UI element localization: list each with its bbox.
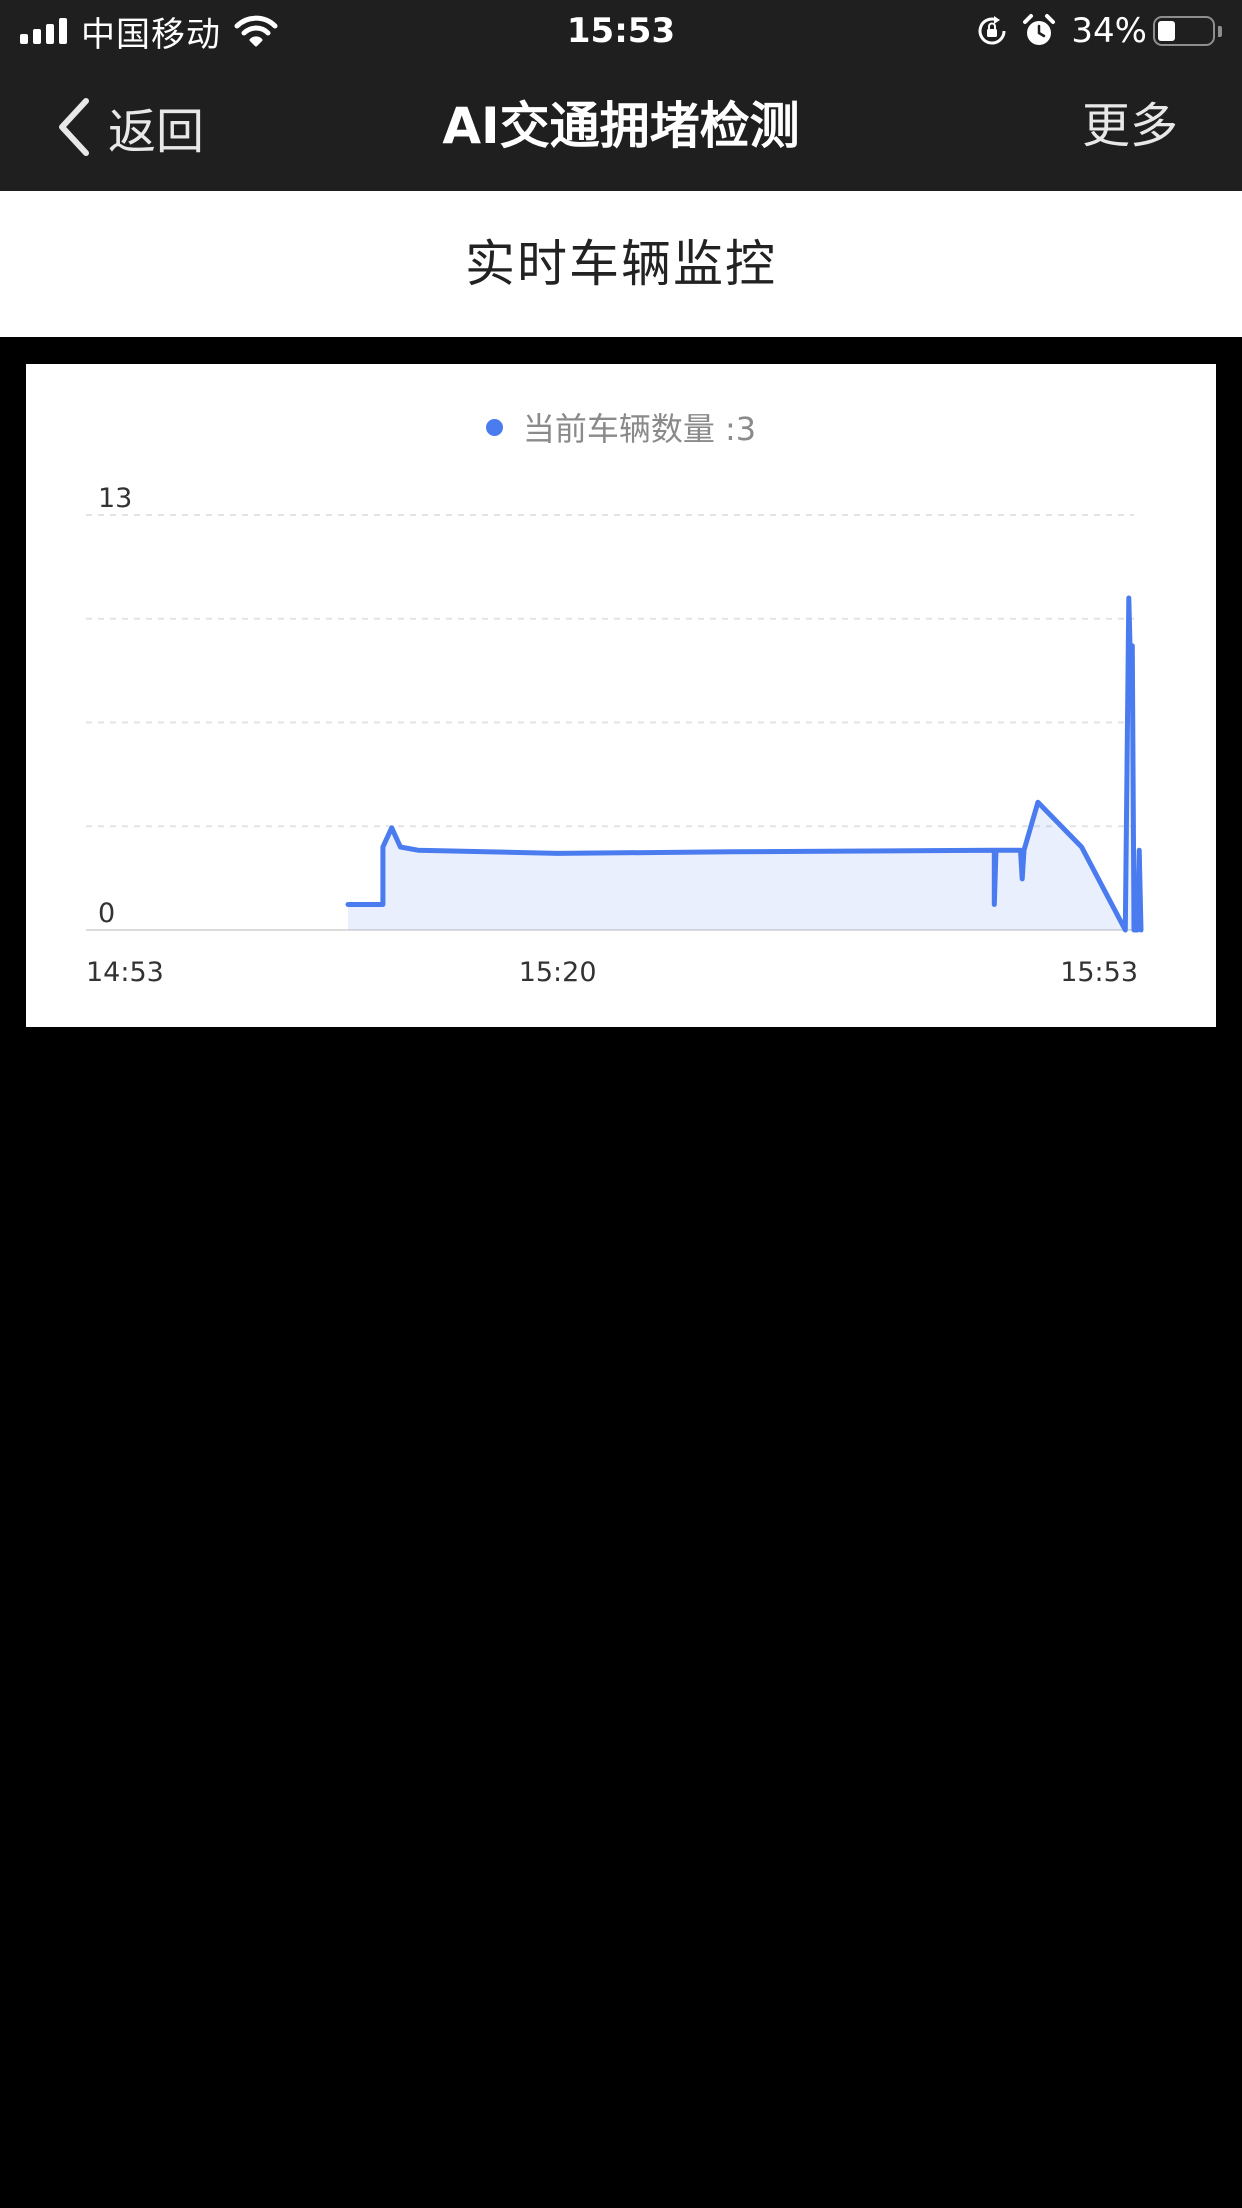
chevron-left-icon bbox=[59, 97, 89, 156]
wifi-icon bbox=[234, 15, 278, 47]
page-title: AI交通拥堵检测 bbox=[442, 97, 800, 155]
y-tick-label: 13 bbox=[98, 483, 132, 514]
x-tick-label: 15:20 bbox=[519, 957, 597, 988]
y-tick-label: 0 bbox=[98, 898, 115, 929]
carrier-label: 中国移动 bbox=[81, 14, 221, 55]
status-bar: 中国移动 15:53 34% bbox=[0, 0, 1242, 62]
battery-icon bbox=[1153, 16, 1215, 46]
alarm-icon bbox=[1023, 14, 1056, 45]
signal-icon bbox=[20, 18, 67, 44]
legend-marker bbox=[485, 418, 503, 436]
status-time: 15:53 bbox=[566, 11, 676, 51]
status-left: 中国移动 bbox=[20, 0, 279, 62]
x-tick-label: 14:53 bbox=[86, 957, 164, 988]
nav-bar: 返回 AI交通拥堵检测 更多 bbox=[0, 62, 1242, 191]
more-button[interactable]: 更多 bbox=[1081, 98, 1178, 154]
x-tick-label: 15:53 bbox=[1060, 957, 1138, 988]
section-title: 实时车辆监控 bbox=[0, 191, 1242, 337]
series-area bbox=[348, 598, 1141, 930]
chart-card: 当前车辆数量 :3 13 0 14:53 15:20 15:53 bbox=[26, 364, 1216, 1027]
vehicle-count-chart: 13 0 14:53 15:20 15:53 bbox=[86, 483, 1144, 988]
battery-percent: 34% bbox=[1071, 11, 1147, 51]
chart-legend[interactable]: 当前车辆数量 :3 bbox=[26, 404, 1216, 450]
back-button[interactable]: 返回 bbox=[56, 62, 204, 191]
status-right: 34% bbox=[975, 0, 1222, 62]
legend-label: 当前车辆数量 :3 bbox=[522, 410, 757, 448]
battery-cap bbox=[1218, 25, 1222, 37]
series-line bbox=[345, 595, 1144, 933]
orientation-lock-icon bbox=[978, 16, 1006, 45]
battery-fill bbox=[1158, 21, 1175, 41]
back-label: 返回 bbox=[108, 103, 205, 160]
